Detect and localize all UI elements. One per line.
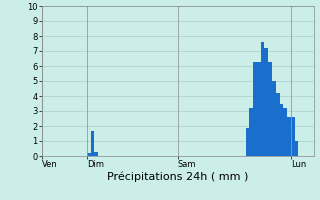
Bar xyxy=(287,117,291,156)
Bar xyxy=(94,152,98,156)
Bar xyxy=(261,42,265,156)
Bar xyxy=(276,93,280,156)
Bar xyxy=(249,108,253,156)
Bar xyxy=(295,141,299,156)
Bar xyxy=(265,48,268,156)
Bar xyxy=(253,62,257,156)
Bar xyxy=(280,104,284,156)
Bar xyxy=(91,130,94,156)
Bar xyxy=(268,62,272,156)
X-axis label: Précipitations 24h ( mm ): Précipitations 24h ( mm ) xyxy=(107,172,248,182)
Bar xyxy=(257,62,261,156)
Bar xyxy=(87,153,91,156)
Bar xyxy=(246,128,249,156)
Bar xyxy=(284,108,287,156)
Bar xyxy=(291,117,295,156)
Bar xyxy=(272,81,276,156)
